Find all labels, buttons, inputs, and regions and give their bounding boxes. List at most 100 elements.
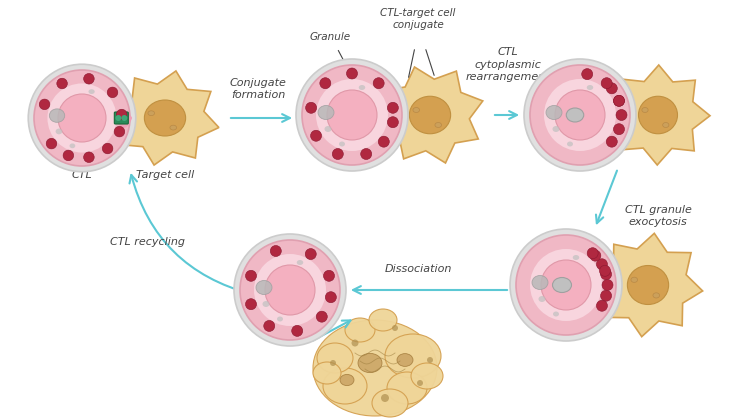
Ellipse shape <box>359 85 366 90</box>
Circle shape <box>319 78 331 89</box>
Circle shape <box>582 69 593 80</box>
Circle shape <box>254 254 326 326</box>
Circle shape <box>327 90 377 140</box>
Ellipse shape <box>532 275 548 290</box>
Ellipse shape <box>148 111 155 116</box>
Ellipse shape <box>553 278 571 293</box>
Ellipse shape <box>411 363 443 389</box>
Circle shape <box>587 248 598 259</box>
Circle shape <box>305 249 317 260</box>
Circle shape <box>46 138 56 149</box>
Circle shape <box>56 78 68 89</box>
Circle shape <box>325 292 337 303</box>
Ellipse shape <box>413 107 420 112</box>
Circle shape <box>58 94 106 142</box>
Circle shape <box>600 265 611 276</box>
Circle shape <box>600 290 611 301</box>
Circle shape <box>530 249 602 321</box>
Circle shape <box>606 136 617 147</box>
FancyBboxPatch shape <box>114 112 129 124</box>
Circle shape <box>48 84 117 153</box>
Circle shape <box>265 265 315 315</box>
Circle shape <box>378 136 389 147</box>
Ellipse shape <box>340 375 354 385</box>
Circle shape <box>103 143 113 154</box>
Polygon shape <box>606 65 710 165</box>
Circle shape <box>117 109 127 120</box>
Circle shape <box>516 235 616 335</box>
Circle shape <box>601 78 612 89</box>
Circle shape <box>360 148 372 160</box>
Circle shape <box>381 394 389 402</box>
Ellipse shape <box>144 100 186 136</box>
Polygon shape <box>594 233 703 336</box>
Circle shape <box>417 380 423 386</box>
Ellipse shape <box>313 362 341 384</box>
Text: CTL
cytoplasmic
rearrangement: CTL cytoplasmic rearrangement <box>466 47 551 82</box>
Circle shape <box>121 115 127 121</box>
Ellipse shape <box>553 126 559 132</box>
Ellipse shape <box>262 301 270 307</box>
Ellipse shape <box>369 309 397 331</box>
Ellipse shape <box>317 343 353 373</box>
Ellipse shape <box>277 316 283 321</box>
Circle shape <box>84 152 94 163</box>
Circle shape <box>245 270 256 281</box>
Ellipse shape <box>539 296 545 302</box>
Circle shape <box>270 245 282 257</box>
Ellipse shape <box>587 85 593 90</box>
Circle shape <box>614 95 625 106</box>
Circle shape <box>524 59 636 171</box>
Ellipse shape <box>387 372 427 404</box>
Circle shape <box>616 110 627 120</box>
Circle shape <box>264 321 275 331</box>
Circle shape <box>387 102 398 113</box>
Ellipse shape <box>88 89 94 94</box>
Ellipse shape <box>631 277 637 283</box>
Circle shape <box>530 65 630 165</box>
Circle shape <box>311 130 322 141</box>
Text: Granule: Granule <box>309 32 351 42</box>
Circle shape <box>606 83 617 94</box>
Circle shape <box>387 117 398 128</box>
Text: CTL granule
exocytosis: CTL granule exocytosis <box>625 204 692 227</box>
Circle shape <box>240 240 340 340</box>
Circle shape <box>602 280 613 291</box>
Ellipse shape <box>256 280 272 295</box>
Ellipse shape <box>358 353 382 372</box>
Circle shape <box>346 68 357 79</box>
Circle shape <box>114 126 125 137</box>
Circle shape <box>317 311 327 322</box>
Circle shape <box>63 150 74 161</box>
Ellipse shape <box>323 368 367 404</box>
Circle shape <box>107 87 118 98</box>
Circle shape <box>245 299 256 310</box>
Ellipse shape <box>663 122 669 127</box>
Ellipse shape <box>170 125 177 130</box>
Circle shape <box>302 65 402 165</box>
Circle shape <box>115 115 121 121</box>
Ellipse shape <box>435 122 441 127</box>
Circle shape <box>510 229 622 341</box>
Ellipse shape <box>642 107 648 112</box>
Polygon shape <box>377 67 483 163</box>
Ellipse shape <box>339 142 345 146</box>
Circle shape <box>296 59 408 171</box>
Ellipse shape <box>546 105 562 120</box>
Circle shape <box>614 95 625 106</box>
Ellipse shape <box>325 126 331 132</box>
Ellipse shape <box>409 96 450 134</box>
Ellipse shape <box>397 354 413 367</box>
Ellipse shape <box>553 311 559 316</box>
Circle shape <box>614 124 625 135</box>
Ellipse shape <box>566 108 584 122</box>
Ellipse shape <box>385 334 441 378</box>
Circle shape <box>84 74 94 84</box>
Circle shape <box>316 79 388 151</box>
Text: CTL-target cell
conjugate: CTL-target cell conjugate <box>380 8 455 30</box>
Circle shape <box>555 90 605 140</box>
Ellipse shape <box>372 389 408 417</box>
Text: Dissociation: Dissociation <box>384 264 452 274</box>
Text: CTL: CTL <box>71 170 92 180</box>
Ellipse shape <box>567 142 573 146</box>
